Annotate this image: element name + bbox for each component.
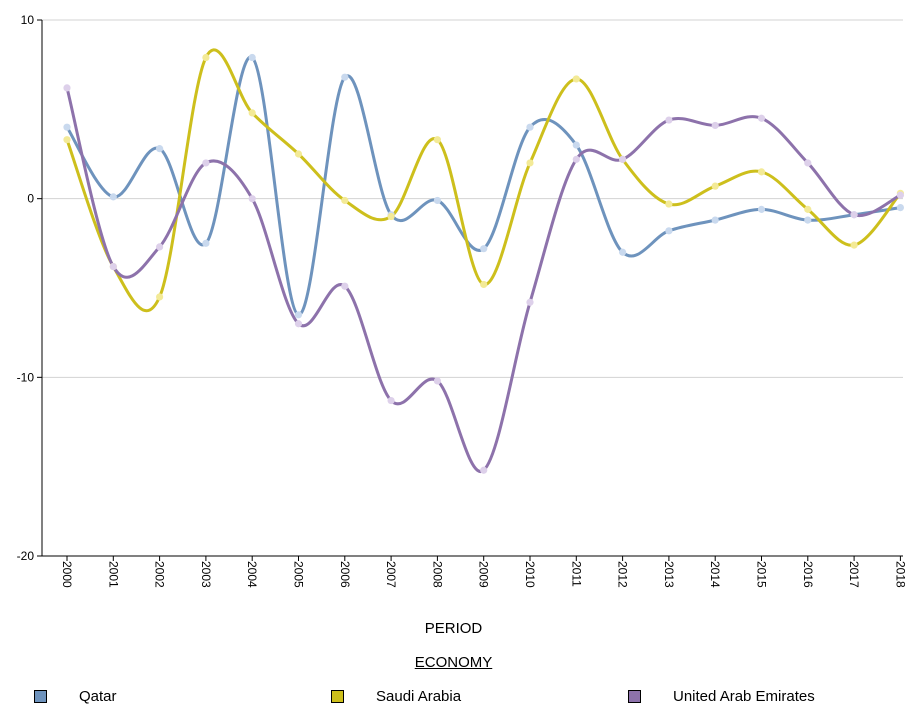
y-tick-labels: 10 0 -10 -20 (17, 13, 35, 563)
data-point-united-arab-emirates (619, 155, 627, 163)
legend-label: Qatar (79, 688, 117, 705)
data-point-united-arab-emirates (572, 155, 580, 163)
x-tick-label: 2001 (106, 561, 120, 588)
line-chart: 100-10-20 2000 2001 2002 2003 2004 2005 2006 20… (17, 13, 907, 588)
data-point-saudi-arabia (202, 53, 210, 62)
data-point-qatar (804, 216, 812, 224)
data-point-united-arab-emirates (109, 262, 117, 271)
data-point-qatar (294, 311, 303, 319)
data-point-saudi-arabia (572, 75, 580, 83)
x-tick-label: 2015 (755, 561, 769, 588)
legend-label: United Arab Emirates (673, 688, 815, 705)
x-tick-label: 2008 (430, 561, 444, 588)
data-point-saudi-arabia (757, 168, 766, 176)
x-tick-label: 2012 (616, 561, 630, 588)
data-point-qatar (619, 248, 627, 256)
y-tick-label: -20 (17, 549, 35, 563)
data-point-united-arab-emirates (665, 116, 673, 124)
data-point-united-arab-emirates (896, 191, 905, 199)
y-tick-label: -10 (17, 370, 35, 384)
data-point-saudi-arabia (63, 136, 71, 144)
data-point-saudi-arabia (665, 200, 673, 208)
data-point-united-arab-emirates (757, 114, 766, 122)
data-point-united-arab-emirates (480, 466, 488, 474)
series-lines (65, 48, 902, 473)
data-point-saudi-arabia (850, 241, 858, 249)
data-point-united-arab-emirates (433, 377, 441, 385)
legend-title: ECONOMY (414, 654, 493, 671)
series-line-qatar (65, 55, 901, 317)
y-tick-label: 10 (21, 13, 35, 27)
x-tick-label: 2003 (199, 561, 213, 588)
data-point-saudi-arabia (433, 136, 441, 144)
series-points (63, 53, 905, 474)
legend-swatch (331, 690, 344, 703)
x-tick-label: 2004 (245, 561, 259, 588)
data-point-saudi-arabia (526, 159, 534, 167)
axes (37, 19, 903, 561)
data-point-saudi-arabia (156, 293, 164, 301)
x-tick-label: 2000 (60, 561, 74, 588)
x-tick-label: 2018 (893, 561, 907, 588)
data-point-qatar (711, 216, 719, 224)
y-tick-label: 0 (27, 192, 34, 206)
x-tick-label: 2010 (523, 561, 537, 588)
data-point-saudi-arabia (387, 212, 395, 221)
data-point-saudi-arabia (294, 150, 303, 158)
x-tick-label: 2007 (384, 561, 398, 588)
data-point-qatar (109, 193, 117, 201)
legend-swatch (628, 690, 641, 703)
data-point-qatar (526, 123, 534, 131)
data-point-qatar (341, 73, 349, 81)
legend-item-saudi-arabia: Saudi Arabia (331, 688, 461, 705)
data-point-united-arab-emirates (202, 159, 210, 167)
x-tick-label: 2011 (569, 561, 583, 587)
data-point-saudi-arabia (248, 109, 256, 117)
x-tick-label: 2017 (847, 561, 861, 588)
data-point-united-arab-emirates (804, 159, 812, 167)
legend: Qatar Saudi Arabia United Arab Emirates (0, 688, 907, 708)
x-tick-label: 2002 (153, 561, 167, 588)
data-point-united-arab-emirates (387, 396, 395, 405)
x-tick-label: 2005 (292, 561, 306, 588)
data-point-united-arab-emirates (341, 282, 349, 290)
legend-swatch (34, 690, 47, 703)
data-point-united-arab-emirates (850, 211, 858, 219)
data-point-qatar (665, 227, 673, 235)
x-tick-label: 2006 (338, 561, 352, 588)
data-point-qatar (63, 123, 71, 131)
data-point-qatar (572, 141, 580, 149)
data-point-qatar (433, 196, 441, 205)
data-point-qatar (896, 204, 905, 212)
data-point-qatar (202, 239, 210, 247)
data-point-united-arab-emirates (711, 121, 719, 130)
data-point-saudi-arabia (804, 205, 812, 213)
legend-label: Saudi Arabia (376, 688, 462, 705)
data-point-qatar (156, 145, 164, 153)
data-point-united-arab-emirates (63, 84, 71, 92)
x-tick-label: 2009 (477, 561, 491, 588)
data-point-saudi-arabia (480, 280, 488, 289)
data-point-united-arab-emirates (248, 195, 256, 203)
x-tick-label: 2013 (662, 561, 676, 588)
legend-item-united-arab-emirates: United Arab Emirates (628, 688, 815, 705)
x-tick-label: 2016 (801, 561, 815, 588)
series-line-united-arab-emirates (65, 87, 902, 473)
legend-item-qatar: Qatar (34, 688, 117, 705)
gridlines (42, 19, 903, 378)
data-point-saudi-arabia (711, 182, 719, 190)
series-line-saudi-arabia (65, 48, 902, 313)
data-point-saudi-arabia (341, 196, 349, 205)
data-point-qatar (757, 205, 766, 213)
data-point-qatar (248, 53, 256, 62)
x-tick-labels: 2000 2001 2002 2003 2004 2005 2006 2007 2008 2009… (60, 561, 907, 588)
data-point-united-arab-emirates (294, 320, 303, 328)
data-point-qatar (480, 245, 488, 253)
data-point-united-arab-emirates (156, 243, 164, 251)
x-axis-label: PERIOD (424, 620, 483, 637)
data-point-united-arab-emirates (526, 298, 534, 306)
x-tick-label: 2014 (708, 561, 722, 588)
